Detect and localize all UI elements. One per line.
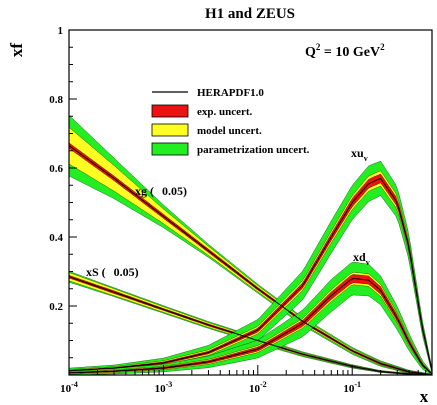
curve-label: xg (0.05) (135, 184, 187, 198)
band-exp-3 (69, 274, 432, 375)
legend-band-swatch (151, 142, 189, 156)
legend-label: parametrization uncert. (197, 144, 310, 156)
legend: HERAPDF1.0 exp. uncert. model uncert. param… (151, 87, 310, 156)
y-tick-label: 0.2 (49, 301, 63, 313)
y-tick-label: 0.6 (49, 163, 63, 175)
band-exp-2 (69, 173, 432, 372)
y-tick-label: 0.8 (49, 94, 63, 106)
curve-0 (69, 145, 432, 375)
x-axis: 10-4 10-3 10-2 10-1 (60, 365, 427, 395)
legend-label: model uncert. (197, 125, 262, 137)
y-axis-label: xf (7, 43, 26, 58)
q2-label: Q2 = 10 GeV2 (305, 42, 385, 60)
curve-labels: xg (0.05) xS (0.05) xuv xdv (86, 146, 370, 279)
legend-label: HERAPDF1.0 (197, 87, 264, 99)
x-tick-label: 10-4 (60, 380, 78, 395)
x-tick-label: 10-2 (249, 380, 267, 395)
y-axis: 0.2 0.4 0.6 0.8 1 (49, 25, 77, 376)
curve-1 (69, 276, 432, 375)
legend-label: exp. uncert. (197, 106, 253, 118)
central-curves (69, 145, 432, 375)
curve-3 (69, 277, 432, 375)
band-param-0 (69, 114, 432, 375)
y-tick-label: 1 (58, 25, 64, 37)
band-exp-0 (69, 142, 432, 375)
x-tick-label: 10-3 (155, 380, 173, 395)
curve-label: xuv (351, 146, 368, 163)
chart-title: H1 and ZEUS (205, 6, 295, 22)
x-axis-label: x (420, 387, 429, 405)
band-model-0 (69, 127, 432, 375)
curve-2 (69, 177, 432, 372)
band-model-3 (69, 272, 432, 375)
y-tick-label: 0.4 (49, 232, 63, 244)
legend-band-swatch (151, 123, 189, 137)
x-tick-label: 10-1 (343, 380, 361, 395)
curve-label: xdv (353, 250, 370, 267)
legend-band-swatch (151, 104, 189, 118)
curve-label: xS (0.05) (86, 265, 139, 279)
